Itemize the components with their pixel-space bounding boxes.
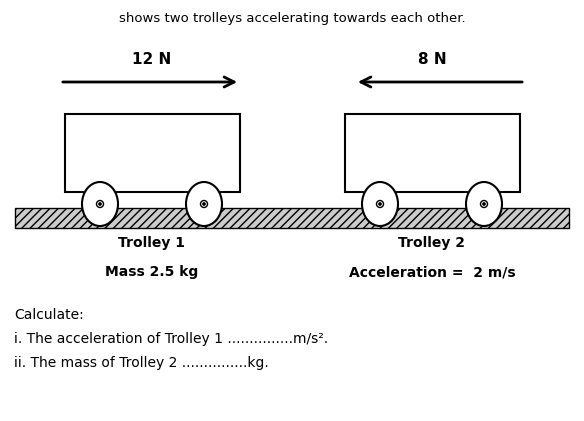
Text: Calculate:: Calculate: — [14, 308, 84, 322]
Ellipse shape — [186, 182, 222, 226]
Ellipse shape — [82, 182, 118, 226]
Bar — [15, 208, 569, 228]
Ellipse shape — [377, 200, 384, 208]
Text: 12 N: 12 N — [133, 52, 172, 67]
Ellipse shape — [99, 203, 102, 205]
Ellipse shape — [378, 203, 381, 205]
Text: shows two trolleys accelerating towards each other.: shows two trolleys accelerating towards … — [119, 12, 465, 25]
Ellipse shape — [203, 203, 206, 205]
Text: Mass 2.5 kg: Mass 2.5 kg — [105, 265, 199, 279]
Ellipse shape — [481, 200, 488, 208]
Ellipse shape — [466, 182, 502, 226]
Text: Trolley 1: Trolley 1 — [119, 236, 186, 250]
Text: i. The acceleration of Trolley 1 ...............m/s².: i. The acceleration of Trolley 1 .......… — [14, 332, 328, 346]
Text: Acceleration =  2 m/s: Acceleration = 2 m/s — [349, 265, 515, 279]
Ellipse shape — [96, 200, 103, 208]
Text: 8 N: 8 N — [418, 52, 446, 67]
Text: ii. The mass of Trolley 2 ...............kg.: ii. The mass of Trolley 2 ..............… — [14, 356, 269, 370]
Ellipse shape — [482, 203, 485, 205]
Ellipse shape — [362, 182, 398, 226]
Ellipse shape — [200, 200, 207, 208]
Bar — [64, 114, 239, 192]
Bar — [345, 114, 520, 192]
Text: Trolley 2: Trolley 2 — [398, 236, 465, 250]
